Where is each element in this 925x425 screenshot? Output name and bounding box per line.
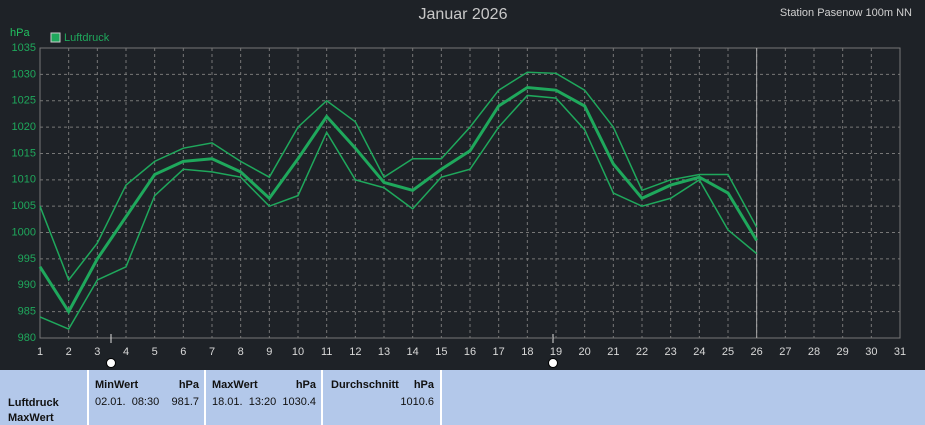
x-tick-label: 1 <box>37 346 43 358</box>
x-tick-label: 21 <box>607 346 619 358</box>
x-tick-label: 29 <box>837 346 849 358</box>
x-tick-label: 18 <box>521 346 533 358</box>
x-tick-label: 2 <box>66 346 72 358</box>
x-tick-label: 19 <box>550 346 562 358</box>
y-tick-label: 1025 <box>12 95 36 107</box>
x-tick-label: 4 <box>123 346 129 358</box>
x-tick-label: 12 <box>349 346 361 358</box>
chart-subtitle: Station Pasenow 100m NN <box>780 7 912 19</box>
y-tick-label: 1015 <box>12 147 36 159</box>
x-tick-label: 3 <box>94 346 100 358</box>
x-tick-label: 20 <box>579 346 591 358</box>
y-tick-label: 985 <box>18 306 36 318</box>
stat-cell: MinWert hPa 02.01. 08:30 981.7 <box>87 370 205 425</box>
x-tick-label: 6 <box>180 346 186 358</box>
x-tick-label: 13 <box>378 346 390 358</box>
y-tick-label: 995 <box>18 253 36 265</box>
y-axis-label: hPa <box>10 27 30 39</box>
y-tick-label: 1035 <box>12 42 36 54</box>
legend-label: Luftdruck <box>64 32 110 44</box>
y-tick-label: 980 <box>18 332 36 344</box>
y-tick-label: 1030 <box>12 68 36 80</box>
x-tick-label: 17 <box>493 346 505 358</box>
stat-value: 1010.6 <box>400 396 434 408</box>
marker <box>106 358 116 368</box>
y-tick-label: 1010 <box>12 174 36 186</box>
marker <box>548 358 558 368</box>
x-tick-label: 7 <box>209 346 215 358</box>
x-tick-label: 28 <box>808 346 820 358</box>
y-tick-label: 1000 <box>12 226 36 238</box>
stat-time: 18.01. 13:20 <box>212 396 277 408</box>
stat-unit: hPa <box>295 379 316 391</box>
x-tick-label: 9 <box>266 346 272 358</box>
stats-panel: Luftdruck MaxWert MinWert hPa 02.01. 08:… <box>0 370 925 425</box>
x-tick-label: 23 <box>665 346 677 358</box>
x-tick-label: 15 <box>435 346 447 358</box>
stat-unit: hPa <box>178 379 199 391</box>
x-tick-label: 25 <box>722 346 734 358</box>
x-tick-label: 31 <box>894 346 906 358</box>
stat-value: 1030.4 <box>282 396 316 408</box>
y-tick-label: 1005 <box>12 200 36 212</box>
chart: Januar 2026 Station Pasenow 100m NN hPa … <box>10 6 912 368</box>
stat-header: Durchschnitt <box>331 379 399 391</box>
stat-time: 02.01. 08:30 <box>95 396 160 408</box>
legend-swatch <box>50 32 61 43</box>
x-tick-label: 22 <box>636 346 648 358</box>
stat-cell: Durchschnitt hPa 1010.6 <box>321 370 442 425</box>
row-label: MaxWert <box>8 412 54 424</box>
x-tick-label: 24 <box>693 346 705 358</box>
series-line <box>39 94 758 330</box>
x-tick-label: 14 <box>407 346 419 358</box>
x-tick-label: 16 <box>464 346 476 358</box>
y-tick-label: 1020 <box>12 121 36 133</box>
stat-header: MaxWert <box>212 379 258 391</box>
chart-title: Januar 2026 <box>419 6 508 23</box>
x-tick-label: 8 <box>238 346 244 358</box>
series-line <box>38 86 758 315</box>
x-tick-label: 10 <box>292 346 304 358</box>
row-label: Luftdruck <box>8 397 59 409</box>
x-tick-label: 30 <box>865 346 877 358</box>
x-tick-label: 5 <box>152 346 158 358</box>
x-tick-label: 27 <box>779 346 791 358</box>
x-tick-label: 26 <box>751 346 763 358</box>
x-tick-label: 11 <box>321 346 332 358</box>
stat-unit: hPa <box>413 379 434 391</box>
y-tick-label: 990 <box>18 279 36 291</box>
stat-header: MinWert <box>95 379 139 391</box>
stat-cell: MaxWert hPa 18.01. 13:20 1030.4 <box>204 370 322 425</box>
stat-value: 981.7 <box>171 396 199 408</box>
series-line <box>39 71 758 282</box>
